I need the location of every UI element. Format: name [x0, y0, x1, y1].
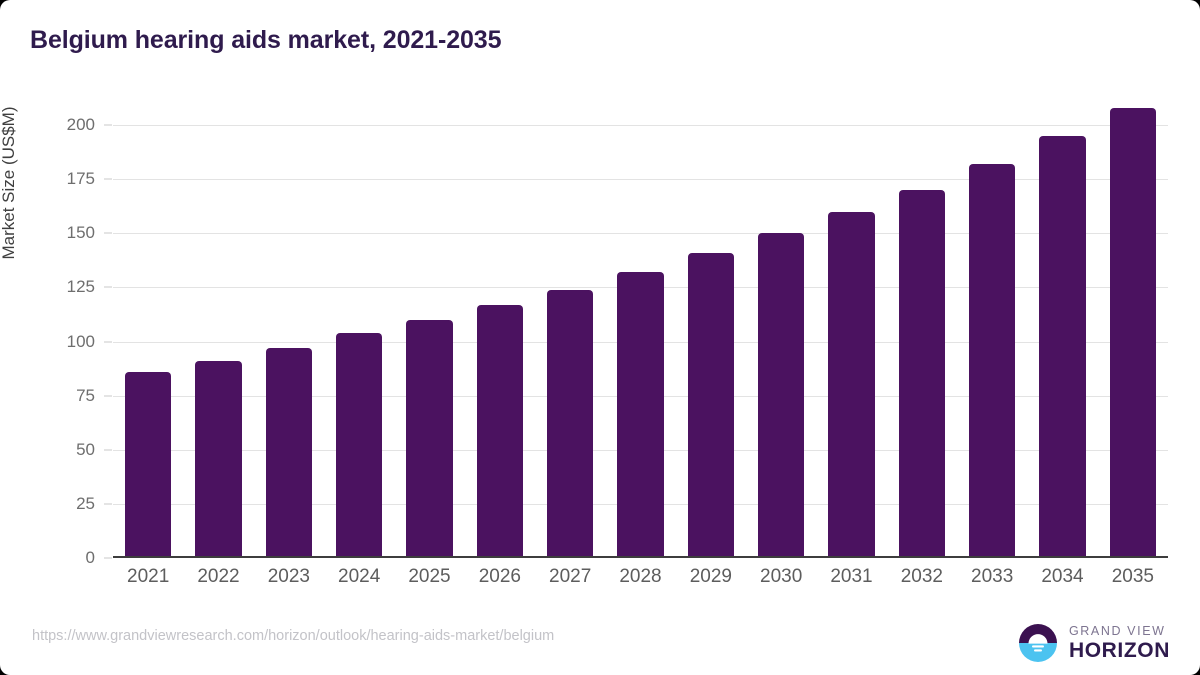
x-tick-label: 2022	[197, 566, 240, 587]
bar-column[interactable]	[687, 109, 734, 556]
bar[interactable]	[687, 252, 734, 556]
y-tick-label: 75	[76, 385, 95, 405]
y-tick-label: 150	[66, 223, 95, 243]
y-tick-label: 25	[76, 493, 95, 513]
bar-column[interactable]	[617, 109, 664, 556]
bar-column[interactable]	[406, 109, 453, 556]
bar[interactable]	[1109, 107, 1156, 556]
bar-column[interactable]	[1109, 107, 1156, 556]
x-tick-label: 2026	[478, 566, 521, 587]
y-tick-mark	[104, 232, 112, 234]
x-tick-label: 2024	[338, 566, 381, 587]
horizon-circle-icon	[1018, 624, 1057, 662]
bar-column[interactable]	[547, 109, 594, 556]
gridline	[113, 125, 1168, 126]
y-tick-mark	[104, 503, 112, 505]
bar[interactable]	[195, 361, 242, 556]
y-tick-label: 0	[85, 548, 95, 567]
y-tick-label: 200	[66, 115, 95, 134]
gridline	[113, 179, 1168, 181]
y-tick-mark	[104, 557, 112, 559]
bar[interactable]	[547, 289, 594, 556]
bar[interactable]	[969, 164, 1016, 556]
x-tick-label: 2023	[267, 566, 310, 587]
y-tick-mark	[104, 124, 112, 126]
y-tick-mark	[104, 449, 112, 451]
x-tick-label: 2034	[1041, 566, 1084, 587]
x-tick-label: 2031	[830, 566, 873, 587]
x-tick-label: 2021	[127, 566, 170, 587]
logo-line-2: HORIZON	[1068, 639, 1170, 663]
y-tick-mark	[104, 341, 112, 342]
logo-line-1: GRAND VIEW	[1068, 623, 1166, 638]
y-tick-mark	[104, 395, 112, 397]
x-tick-label: 2028	[619, 566, 662, 587]
x-tick-label: 2029	[689, 566, 732, 587]
y-tick-label: 175	[66, 169, 95, 189]
x-tick-label: 2033	[971, 566, 1014, 587]
bar-column[interactable]	[476, 109, 523, 556]
bar[interactable]	[406, 320, 453, 556]
y-tick-label: 50	[76, 439, 95, 459]
page-title: Belgium hearing aids market, 2021-2035	[30, 26, 502, 54]
source-url: https://www.grandviewresearch.com/horizo…	[32, 628, 555, 644]
bar-column[interactable]	[969, 109, 1016, 556]
bar[interactable]	[617, 272, 664, 556]
bar-column[interactable]	[1039, 109, 1086, 556]
y-tick-mark	[104, 178, 112, 180]
y-tick-label: 125	[66, 277, 95, 297]
x-tick-label: 2032	[900, 566, 943, 587]
bar[interactable]	[125, 371, 172, 556]
x-tick-label: 2035	[1111, 566, 1154, 587]
bar[interactable]	[476, 304, 523, 556]
bar-series	[113, 107, 1168, 556]
x-tick-label: 2030	[760, 566, 803, 587]
bar[interactable]	[758, 233, 805, 556]
bar-column[interactable]	[265, 109, 312, 556]
x-axis-line	[113, 556, 1168, 558]
logo-wordmark: GRAND VIEW HORIZON	[1069, 625, 1170, 662]
x-axis-tick-labels: 2021 2022 2023 2024 2025 2026 2027 2028 2029 2030…	[113, 566, 1168, 596]
bar[interactable]	[265, 348, 312, 556]
bar[interactable]	[1039, 136, 1086, 556]
bar[interactable]	[898, 190, 945, 556]
plot-area	[113, 107, 1168, 558]
gridline	[113, 233, 1168, 235]
x-tick-label: 2027	[549, 566, 592, 587]
y-tick-mark	[104, 286, 112, 288]
bar[interactable]	[828, 211, 875, 556]
bar-column[interactable]	[125, 109, 172, 556]
bar-column[interactable]	[336, 109, 383, 556]
bar[interactable]	[336, 333, 383, 556]
bar-column[interactable]	[828, 109, 875, 556]
bar-column[interactable]	[758, 109, 805, 556]
bar-column[interactable]	[195, 109, 242, 556]
bar-column[interactable]	[898, 109, 945, 556]
brand-logo: GRAND VIEW HORIZON	[1016, 620, 1170, 666]
x-tick-label: 2025	[408, 566, 451, 587]
y-tick-label: 100	[66, 331, 95, 351]
